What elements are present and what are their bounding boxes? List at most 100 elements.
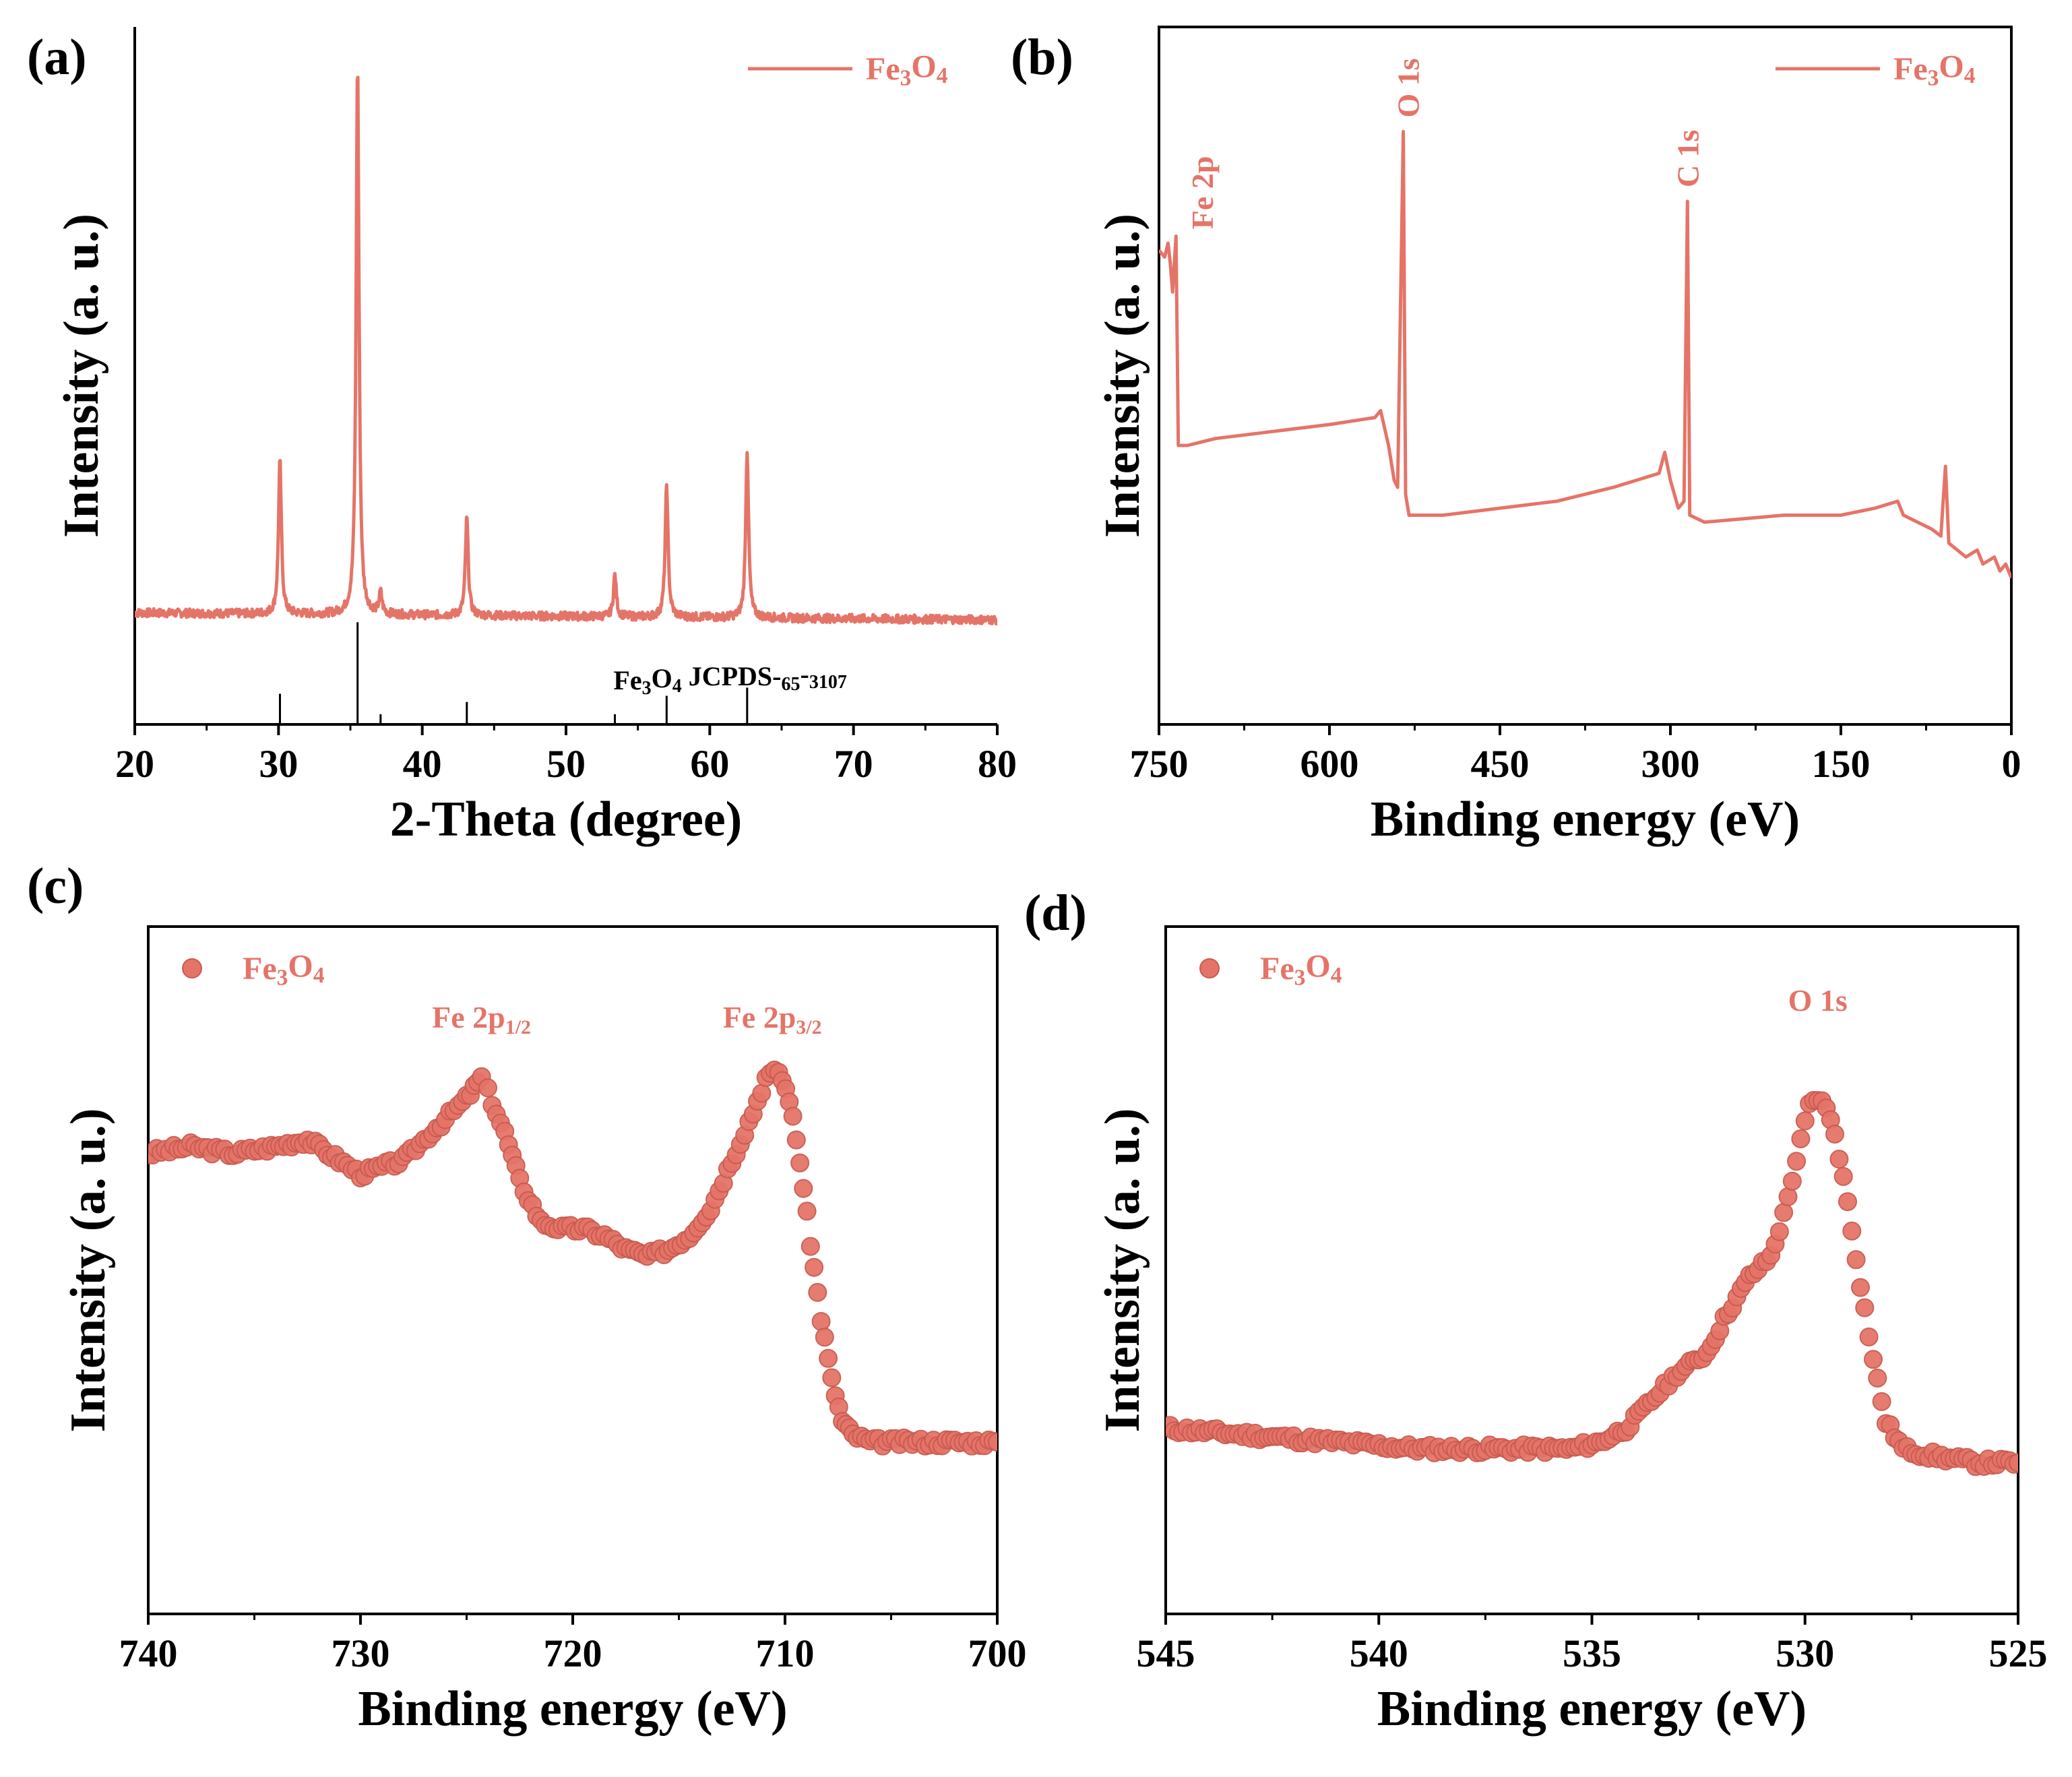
data-point: [794, 1179, 813, 1198]
x-tick-label: 300: [1641, 742, 1700, 786]
data-point: [1859, 1328, 1879, 1346]
panel-label: (b): [1011, 29, 1073, 86]
x-tick-label: 730: [332, 1631, 390, 1675]
y-axis-title: Intensity (a. u.): [1095, 1108, 1150, 1432]
x-tick-label: 720: [544, 1631, 602, 1675]
plot-area: [148, 1060, 997, 1456]
x-tick-label: 740: [119, 1631, 178, 1675]
peak-annotation: Fe 2p: [1185, 156, 1220, 230]
formula-part: -: [800, 659, 809, 689]
peak-annotation: O 1s: [1788, 983, 1848, 1018]
x-tick-label: 70: [834, 742, 873, 786]
legend-label: Fe3O4: [866, 49, 948, 90]
data-point: [1829, 1150, 1849, 1169]
legend-marker: [1199, 958, 1220, 978]
formula-part: Fe: [1260, 951, 1294, 987]
data-point: [805, 1257, 824, 1277]
x-tick-label: 540: [1350, 1631, 1408, 1675]
formula-part: O: [911, 49, 936, 84]
x-tick-label: 150: [1812, 742, 1871, 786]
legend-marker: [182, 958, 202, 978]
subscript: 4: [1964, 63, 1976, 88]
data-point: [1868, 1369, 1887, 1388]
data-point: [1782, 1171, 1802, 1191]
data-point: [786, 1130, 806, 1150]
x-tick-label: 710: [756, 1631, 815, 1675]
subscript: 4: [937, 63, 948, 88]
data-point: [1833, 1166, 1853, 1186]
x-axis-title: 2-Theta (degree): [390, 792, 743, 847]
panel-label: (c): [27, 858, 84, 914]
x-tick-label: 530: [1776, 1631, 1834, 1675]
subscript: 3: [277, 965, 288, 990]
annotation-main: Fe 2p: [432, 1000, 505, 1034]
data-point: [1842, 1221, 1862, 1241]
annotation-main: O 1s: [1788, 983, 1848, 1018]
formula-part: JCPDS: [689, 661, 772, 691]
formula-part: Fe: [1893, 51, 1928, 87]
x-tick-label: 600: [1300, 742, 1359, 786]
formula-part: O: [288, 948, 313, 984]
data-point: [783, 1106, 803, 1126]
xps-survey-line: [1159, 129, 2011, 579]
x-tick-label: 525: [1989, 1631, 2048, 1675]
x-tick-label: 0: [2002, 742, 2021, 786]
formula-part: -: [772, 661, 781, 691]
data-point: [2009, 1453, 2018, 1472]
annotation-subscript: 1/2: [505, 1016, 531, 1038]
x-tick-label: 545: [1137, 1631, 1195, 1675]
data-point: [1795, 1111, 1815, 1131]
data-point: [822, 1368, 842, 1388]
subscript: 4: [1331, 963, 1342, 988]
data-point: [808, 1282, 827, 1302]
subscript: 3: [1294, 965, 1306, 990]
data-point: [1774, 1203, 1794, 1222]
formula-part: [682, 661, 689, 691]
x-tick-label: 50: [546, 742, 586, 786]
data-point: [1846, 1250, 1866, 1270]
formula-part: O: [652, 663, 672, 693]
data-point: [1838, 1192, 1857, 1212]
subscript: 3: [1928, 65, 1939, 90]
formula-part: O: [1939, 49, 1964, 84]
y-axis-title: Intensity (a. u.): [54, 214, 109, 538]
plot-area: [1166, 1091, 2018, 1476]
reference-label: Fe3O4 JCPDS-65-3107: [613, 659, 846, 699]
legend-label: Fe3O4: [1893, 49, 1976, 90]
subscript: 4: [313, 963, 325, 988]
panel-label: (d): [1024, 885, 1087, 941]
data-point: [1855, 1298, 1875, 1317]
data-point: [1864, 1350, 1883, 1369]
x-axis-title: Binding energy (eV): [1371, 792, 1800, 847]
annotation-main: Fe 2p: [723, 1000, 796, 1034]
subscript: 65: [781, 674, 800, 695]
data-point: [790, 1153, 810, 1173]
panel-label: (a): [27, 29, 87, 86]
peak-annotation: C 1s: [1670, 129, 1705, 187]
data-point: [1872, 1392, 1891, 1411]
x-tick-label: 30: [259, 742, 298, 786]
formula-part: O: [1305, 948, 1330, 984]
data-point: [478, 1078, 497, 1098]
data-point: [797, 1202, 817, 1221]
x-tick-label: 450: [1471, 742, 1530, 786]
legend-label: Fe3O4: [243, 948, 325, 990]
legend-label: Fe3O4: [1260, 948, 1342, 990]
xrd-series-line: [135, 75, 997, 626]
data-point: [1787, 1152, 1807, 1171]
data-point: [1769, 1222, 1789, 1241]
panel-b: (b) 750 600 450 300 150 0 Binding energy (eV) In…: [1011, 26, 2021, 847]
annotation-subscript: 3/2: [796, 1016, 821, 1038]
x-axis-title: Binding energy (eV): [1377, 1681, 1807, 1737]
x-tick-label: 80: [978, 742, 1017, 786]
data-point: [815, 1328, 834, 1347]
formula-part: Fe: [613, 665, 641, 695]
y-axis-title: Intensity (a. u.): [61, 1108, 116, 1432]
peak-annotation: O 1s: [1391, 58, 1425, 117]
panel-a: (a) 20 30 40 50 60 70 80 2-Theta (degree) Intensi…: [27, 27, 1017, 847]
x-tick-label: 535: [1563, 1631, 1621, 1675]
data-point: [988, 1433, 997, 1452]
plot-area: [135, 75, 997, 626]
data-point: [752, 1084, 772, 1103]
